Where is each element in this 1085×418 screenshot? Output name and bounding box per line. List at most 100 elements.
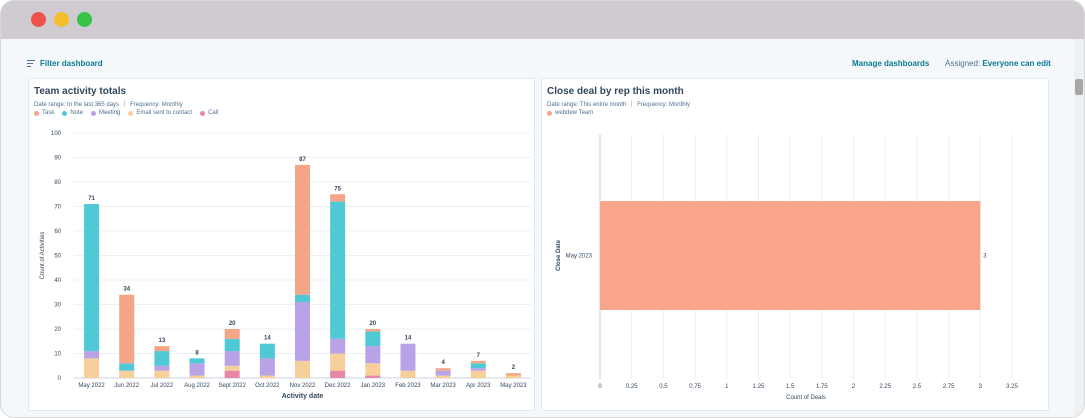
bar-segment [330,353,346,371]
x-tick-label: May 2023 [500,383,527,389]
maximize-window-button[interactable] [77,12,92,27]
chart-legend: Task Note Meeting Email sent to contact … [34,110,218,116]
y-tick-label: 10 [54,352,61,358]
bar-segment [119,294,135,364]
date-range-text: Date range: In the last 365 days [34,102,120,108]
bar-segment [365,346,381,364]
bar-segment [365,363,381,376]
bar-segment [400,370,416,378]
x-tick-label: Feb 2023 [395,383,421,389]
x-tick-label: 2.75 [943,384,955,390]
bar-segment [224,351,240,366]
team-activity-card: Team activity totals Date range: In the … [28,78,535,411]
x-tick-label: 3.25 [1006,384,1018,390]
legend-label: Task [42,110,55,116]
x-tick-label: Sept 2022 [219,383,247,389]
x-tick-label: 1.75 [816,384,828,390]
x-tick-label: Jun 2022 [114,383,139,389]
bar-segment [154,370,170,378]
bar-segment [365,331,381,347]
close-deal-card: Close deal by rep this month Date range:… [541,78,1049,411]
bar-segment [154,365,170,371]
legend-item-email[interactable]: Email sent to contact [128,110,192,116]
y-tick-label: 80 [54,180,61,186]
x-axis-title: Count of Deals [786,395,826,401]
bar-segment [470,360,486,364]
bar-segment [330,370,346,378]
x-tick-label: 1.25 [753,384,765,390]
bar-total-label: 71 [88,196,95,202]
legend-item-note[interactable]: Note [62,110,83,116]
y-axis-title: Close Date [556,239,562,271]
scrollbar-thumb[interactable] [1075,79,1083,95]
bar-total-label: 13 [159,338,166,344]
x-tick-label: Dec 2022 [325,383,351,389]
bar-segment [330,338,346,354]
bar-segment [189,358,205,364]
minimize-window-button[interactable] [54,12,69,27]
bar-total-label: 7 [477,353,481,359]
y-tick-label: 0 [58,376,62,382]
frequency-text: Frequency: Monthly [637,102,690,108]
filter-dashboard-button[interactable]: Filter dashboard [27,59,103,68]
close-window-button[interactable] [31,12,46,27]
bar-value-label: 3 [983,254,987,260]
bar-segment [84,358,100,378]
bar-segment [224,329,240,339]
legend-swatch [200,110,206,116]
x-tick-label: 1.5 [786,384,795,390]
y-tick-label: 90 [54,156,61,162]
legend-item-call[interactable]: Call [200,110,218,116]
card-meta: Date range: This entire month Frequency: … [547,100,690,108]
bar-total-label: 8 [195,350,199,356]
bar-segment [189,363,205,376]
bar-total-label: 14 [264,336,271,342]
bar-total-label: 75 [334,186,341,192]
bar-segment [505,375,521,378]
y-tick-label: 60 [54,229,61,235]
assigned-value-link[interactable]: Everyone can edit [982,59,1051,68]
legend-item-meeting[interactable]: Meeting [91,110,120,116]
legend-label: Note [70,110,84,116]
bar-segment [295,302,310,361]
card-meta: Date range: In the last 365 days Frequenc… [34,100,183,108]
bar-segment [224,338,240,352]
bar-segment [295,164,310,295]
bar-segment [330,194,346,202]
bar-segment [84,351,100,359]
x-tick-label: 0.25 [626,384,638,390]
bar-total-label: 14 [405,336,412,342]
legend-item-task[interactable]: Task [34,110,54,116]
vertical-scrollbar[interactable] [1074,39,1084,417]
bar-segment [470,370,486,378]
legend-swatch [547,110,552,116]
bar-segment [224,370,240,378]
legend-swatch [62,110,68,116]
manage-dashboards-link[interactable]: Manage dashboards [852,59,930,68]
bar-segment [259,358,275,376]
y-tick-label: 70 [54,205,61,211]
bar-total-label: 87 [299,157,306,163]
x-tick-label: 2.5 [913,384,922,390]
bar-segment [154,346,170,352]
x-axis-title: Activity date [282,393,324,400]
window-titlebar [1,1,1084,39]
x-tick-label: Oct 2022 [255,383,280,389]
assigned-info: Assigned: Everyone can edit [945,59,1051,68]
x-tick-label: May 2022 [78,383,105,389]
bar-segment [119,363,135,371]
card-title: Team activity totals [34,86,127,97]
x-tick-label: Mar 2023 [430,383,456,389]
bar-segment [189,375,205,378]
bar-total-label: 34 [123,287,130,293]
bar-total-label: 20 [369,321,376,327]
x-tick-label: 0.5 [659,384,668,390]
bar-segment [470,363,486,369]
y-axis-title: Count of Activities [40,232,46,280]
x-tick-label: Apr 2023 [466,383,491,389]
bar-total-label: 2 [512,365,516,371]
x-tick-label: Aug 2022 [184,383,210,389]
legend-item-webdew-team[interactable]: webdew Team [547,110,593,116]
bar-segment [505,373,521,376]
